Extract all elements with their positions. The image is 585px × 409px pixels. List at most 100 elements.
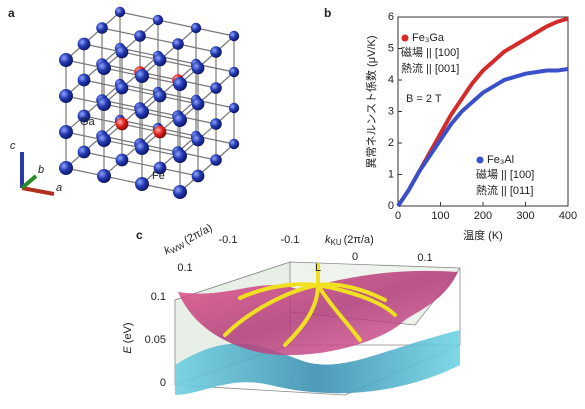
series-note: 磁場 || [100] bbox=[476, 168, 534, 181]
bond bbox=[180, 144, 234, 192]
ga-label: Ga bbox=[80, 116, 96, 128]
sub: WW bbox=[169, 240, 187, 255]
fe-atom bbox=[78, 38, 91, 51]
fe-atom bbox=[173, 185, 187, 199]
x-tick-label: 100 bbox=[431, 210, 449, 222]
chart-panel: b 温度 (K) 異常ネルンスト係数 (μV/K) 01002003004000… bbox=[324, 6, 577, 242]
fe-atom bbox=[97, 61, 111, 75]
fe-atom bbox=[134, 30, 146, 42]
crystal-panel: a GaFecba bbox=[8, 6, 239, 199]
fe-atom bbox=[97, 169, 111, 183]
fe-atom bbox=[135, 141, 149, 155]
fe-atom bbox=[192, 62, 205, 75]
bond bbox=[142, 136, 196, 184]
fe-atom bbox=[192, 170, 205, 183]
x-tick-label: 300 bbox=[516, 210, 534, 222]
bond bbox=[66, 12, 120, 60]
y-axis-label: 異常ネルンスト係数 (μV/K) bbox=[365, 35, 378, 168]
bond bbox=[180, 108, 234, 156]
figure: a GaFecba b 温度 (K) 異常ネルンスト係数 (μV/K) 0100… bbox=[0, 0, 585, 409]
bond bbox=[104, 128, 158, 176]
y-tick-label: 3 bbox=[388, 105, 394, 117]
fe-atom bbox=[78, 146, 91, 159]
fe-atom bbox=[192, 98, 205, 111]
axis-a bbox=[22, 188, 54, 194]
lattice-lines bbox=[66, 12, 234, 192]
fe-atom bbox=[78, 74, 91, 87]
ga-atom bbox=[154, 126, 167, 139]
fe-atom bbox=[59, 125, 73, 139]
point-label: L bbox=[315, 262, 321, 274]
axis-label: b bbox=[38, 164, 44, 176]
fe-atom bbox=[210, 46, 222, 58]
fe-atom bbox=[96, 22, 108, 34]
fe-atom bbox=[154, 54, 167, 67]
fe-label: Fe bbox=[152, 170, 165, 182]
ga-atom bbox=[116, 118, 129, 131]
tick-label: 0.1 bbox=[417, 252, 432, 264]
e-axis-label: E (eV) bbox=[122, 322, 134, 353]
bond bbox=[66, 48, 120, 96]
fe-atom bbox=[97, 97, 111, 111]
axis-label: c bbox=[10, 140, 16, 152]
panel-label: b bbox=[324, 6, 331, 20]
unit: (eV) bbox=[122, 322, 134, 343]
y-tick-label: 2 bbox=[388, 137, 394, 149]
tick-label: -0.1 bbox=[281, 234, 300, 246]
fe-atom bbox=[173, 77, 187, 91]
unit: (2π/a) bbox=[344, 234, 374, 246]
fe-atom bbox=[229, 103, 239, 113]
bond bbox=[180, 36, 234, 84]
fe-atom bbox=[59, 53, 73, 67]
fe-atom bbox=[59, 89, 73, 103]
fe-atom bbox=[173, 113, 187, 127]
series-note: 熱流 || [011] bbox=[476, 183, 533, 197]
fe-atom bbox=[59, 161, 73, 175]
series-note: 磁場 || [100] bbox=[401, 46, 459, 59]
x-tick-label: 200 bbox=[474, 210, 492, 222]
bond bbox=[180, 72, 234, 120]
bond bbox=[104, 92, 158, 140]
bond bbox=[142, 64, 196, 112]
unit: (2π/a) bbox=[182, 222, 214, 247]
fe-atom bbox=[97, 133, 111, 147]
fe-atom bbox=[135, 105, 149, 119]
legend-label: Fe₃Al bbox=[487, 154, 514, 166]
sym: E bbox=[122, 346, 134, 354]
bond bbox=[142, 28, 196, 76]
k-ww-label: kWW(2π/a) bbox=[162, 222, 215, 258]
fe-atom bbox=[210, 118, 222, 130]
fe-atom bbox=[229, 67, 239, 77]
fe-atom bbox=[154, 90, 167, 103]
y-tick-label: 6 bbox=[388, 11, 394, 23]
tick-label: 0 bbox=[160, 377, 166, 389]
fe-atom bbox=[173, 149, 187, 163]
fe-atom bbox=[192, 134, 205, 147]
fe-atom bbox=[172, 38, 184, 50]
legend-marker bbox=[402, 35, 409, 42]
fe-atom bbox=[135, 177, 149, 191]
axis-label: a bbox=[56, 182, 62, 194]
fe-atom bbox=[116, 154, 129, 167]
y-tick-label: 4 bbox=[388, 74, 394, 86]
fe-atom bbox=[191, 23, 201, 33]
x-tick-label: 0 bbox=[395, 210, 401, 222]
fe-atom bbox=[229, 31, 239, 41]
y-tick-label: 5 bbox=[388, 42, 394, 54]
x-axis-label: 温度 (K) bbox=[463, 228, 503, 242]
panel-label: c bbox=[136, 228, 143, 242]
tick-label: 0 bbox=[352, 251, 358, 263]
annotation: B = 2 T bbox=[406, 93, 442, 105]
fe-atom bbox=[210, 154, 222, 166]
fe-atom bbox=[116, 46, 129, 59]
band-panel: c L kWW(2π/a) kKU(2π/a) -0.1 0.1 -0.1 0 … bbox=[122, 222, 460, 395]
y-tick-label: 0 bbox=[388, 200, 394, 212]
series-note: 熱流 || [001] bbox=[401, 61, 459, 75]
sub: KU bbox=[331, 238, 342, 247]
fe-atom bbox=[229, 139, 239, 149]
fe-atom bbox=[115, 7, 125, 17]
tick-label: 0.05 bbox=[145, 334, 166, 346]
fe-atom bbox=[153, 15, 163, 25]
axis-b bbox=[22, 176, 36, 188]
fe-atom bbox=[116, 82, 129, 95]
